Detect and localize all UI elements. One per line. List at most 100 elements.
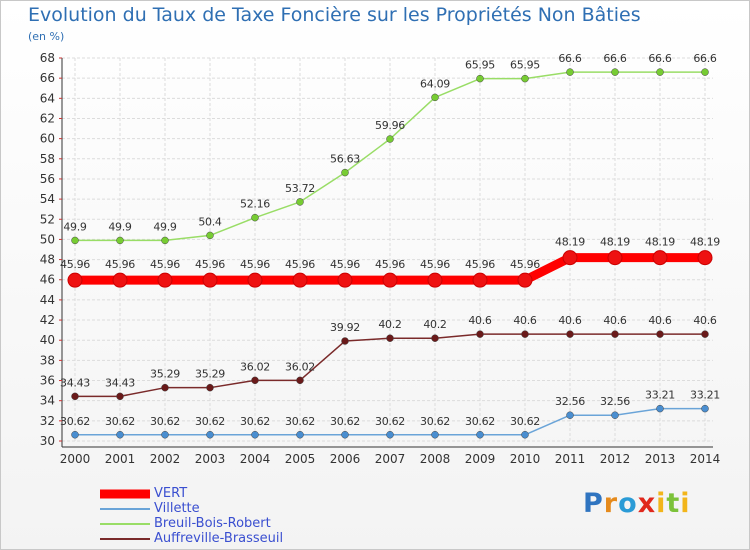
data-point <box>386 334 394 342</box>
data-label: 36.02 <box>240 360 270 373</box>
logo-letter: o <box>618 488 638 519</box>
data-point <box>611 330 619 338</box>
data-label: 36.02 <box>285 360 315 373</box>
data-label: 40.6 <box>648 314 672 327</box>
data-label: 56.63 <box>330 153 360 166</box>
data-point <box>206 431 214 439</box>
data-point <box>386 135 394 143</box>
data-label: 34.43 <box>60 376 90 389</box>
data-label: 30.62 <box>420 415 450 428</box>
y-tick-label: 34 <box>40 394 55 408</box>
data-label: 30.62 <box>375 415 405 428</box>
chart-title: Evolution du Taux de Taxe Foncière sur l… <box>28 4 641 26</box>
data-label: 45.96 <box>150 258 180 271</box>
data-point <box>67 272 83 288</box>
data-point <box>341 337 349 345</box>
data-label: 30.62 <box>195 415 225 428</box>
data-label: 48.19 <box>645 236 675 249</box>
y-tick-label: 48 <box>40 253 55 267</box>
data-point <box>607 250 623 266</box>
data-point <box>472 272 488 288</box>
data-point <box>71 236 79 245</box>
y-tick-label: 64 <box>40 91 55 105</box>
data-point <box>251 376 259 385</box>
data-point <box>341 168 349 177</box>
y-tick-label: 50 <box>40 232 55 246</box>
data-label: 33.21 <box>645 389 675 402</box>
data-point <box>562 250 578 266</box>
data-label: 32.56 <box>555 395 585 408</box>
data-label: 66.6 <box>648 52 672 65</box>
data-point <box>161 236 169 245</box>
data-label: 45.96 <box>375 258 405 271</box>
data-point <box>206 231 214 240</box>
data-point <box>697 250 713 266</box>
data-point <box>476 431 484 439</box>
x-tick-label: 2013 <box>645 452 676 466</box>
legend-item-vert: VERT <box>100 486 283 501</box>
data-label: 66.6 <box>603 52 627 65</box>
data-label: 40.6 <box>558 314 582 327</box>
data-label: 40.6 <box>468 314 492 327</box>
x-tick-label: 2014 <box>690 452 721 466</box>
data-label: 45.96 <box>60 258 90 271</box>
data-label: 45.96 <box>465 258 495 271</box>
data-label: 52.16 <box>240 198 270 211</box>
y-tick-label: 36 <box>40 374 55 388</box>
data-point <box>251 431 259 439</box>
data-label: 65.95 <box>510 59 540 72</box>
data-label: 35.29 <box>195 368 225 381</box>
logo-letter: t <box>666 488 681 519</box>
data-label: 30.62 <box>60 415 90 428</box>
data-point <box>296 431 304 439</box>
data-point <box>71 431 79 439</box>
data-point <box>656 330 664 338</box>
data-label: 40.2 <box>423 318 446 331</box>
data-label: 49.9 <box>108 220 132 233</box>
data-point <box>161 383 169 392</box>
data-point <box>566 330 574 338</box>
data-label: 45.96 <box>330 258 360 271</box>
data-label: 66.6 <box>558 52 582 65</box>
data-label: 40.2 <box>378 318 401 331</box>
data-point <box>71 392 79 401</box>
logo-letter: P <box>583 488 604 519</box>
data-point <box>521 431 529 439</box>
x-tick-label: 2011 <box>555 452 586 466</box>
data-label: 49.9 <box>153 220 177 233</box>
y-tick-label: 42 <box>40 313 55 327</box>
data-label: 30.62 <box>105 415 135 428</box>
data-point <box>292 272 308 288</box>
data-label: 30.62 <box>150 415 180 428</box>
data-point <box>206 383 214 392</box>
data-label: 45.96 <box>240 258 270 271</box>
x-tick-label: 2002 <box>150 452 181 466</box>
data-point <box>251 213 259 222</box>
data-label: 30.62 <box>240 415 270 428</box>
y-tick-label: 30 <box>40 434 55 448</box>
data-label: 30.62 <box>465 415 495 428</box>
data-point <box>701 68 709 76</box>
data-point <box>566 411 574 419</box>
data-point <box>116 392 124 401</box>
data-label: 30.62 <box>285 415 315 428</box>
chart-subtitle: (en %) <box>28 30 65 43</box>
y-tick-label: 68 <box>40 51 55 65</box>
data-point <box>161 431 169 439</box>
data-point <box>611 411 619 419</box>
x-tick-label: 2008 <box>420 452 451 466</box>
data-point <box>476 74 484 83</box>
data-point <box>386 431 394 439</box>
data-point <box>382 272 398 288</box>
y-tick-label: 66 <box>40 71 55 85</box>
data-label: 45.96 <box>105 258 135 271</box>
data-point <box>656 68 664 76</box>
data-point <box>611 68 619 76</box>
y-tick-label: 54 <box>40 192 55 206</box>
data-point <box>116 431 124 439</box>
data-label: 40.6 <box>513 314 537 327</box>
legend-label-breuil: Breuil-Bois-Robert <box>154 516 271 531</box>
y-tick-label: 46 <box>40 273 55 287</box>
legend-label-vert: VERT <box>154 486 188 501</box>
data-label: 40.6 <box>693 314 717 327</box>
